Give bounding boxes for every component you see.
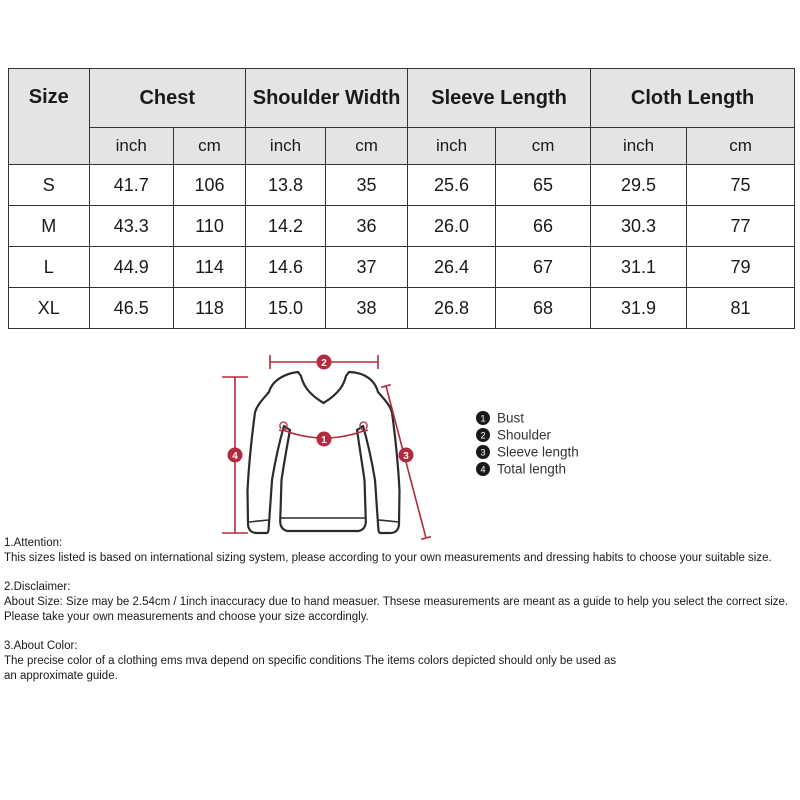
svg-text:2: 2 (321, 358, 327, 369)
svg-text:4: 4 (480, 465, 485, 475)
svg-text:2: 2 (480, 431, 485, 441)
svg-text:Sleeve length: Sleeve length (497, 445, 579, 460)
svg-text:3: 3 (403, 451, 409, 462)
svg-text:Shoulder: Shoulder (497, 428, 552, 443)
svg-text:4: 4 (232, 451, 238, 462)
svg-text:1: 1 (480, 414, 485, 424)
svg-text:Bust: Bust (497, 411, 524, 426)
svg-text:1: 1 (321, 435, 327, 446)
svg-text:3: 3 (480, 448, 485, 458)
svg-text:Total length: Total length (497, 462, 566, 477)
